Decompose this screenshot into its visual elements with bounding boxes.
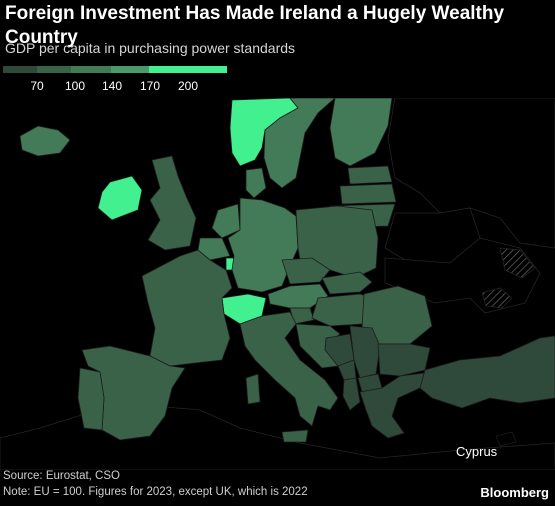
legend-swatch: [111, 66, 149, 73]
legend-tick: 70: [30, 79, 44, 93]
country-turkey: [419, 335, 555, 409]
source-note: Source: Eurostat, CSO: [3, 470, 120, 482]
country-czechia: [281, 257, 331, 285]
cyprus-label: Cyprus: [456, 444, 498, 459]
country-portugal: [77, 367, 105, 431]
country-ireland: [97, 175, 143, 221]
crimea-hatched: [481, 287, 513, 309]
country-greece: [359, 372, 426, 439]
country-denmark: [245, 167, 267, 199]
country-italy: [239, 311, 339, 427]
legend-tick: 100: [64, 79, 86, 93]
country-bulgaria: [377, 343, 431, 377]
country-cyprus: [495, 431, 517, 447]
country-finland: [329, 98, 393, 167]
country-poland: [295, 205, 379, 279]
legend-swatch: [149, 66, 227, 73]
country-latvia: [339, 183, 397, 205]
color-legend: [3, 66, 227, 73]
donbas-hatched: [499, 247, 536, 279]
legend-swatch: [37, 66, 71, 73]
country-estonia: [347, 165, 393, 185]
footnote: Note: EU = 100. Figures for 2023, except…: [3, 486, 308, 498]
country-albania: [342, 377, 361, 411]
country-slovakia: [321, 271, 373, 295]
country-germany: [227, 197, 299, 293]
legend-tick: 140: [101, 79, 123, 93]
legend-swatch: [71, 66, 111, 73]
europe-map: Cyprus: [0, 98, 555, 470]
legend-swatch: [3, 66, 37, 73]
legend-tick: 200: [177, 79, 199, 93]
country-iceland: [19, 125, 71, 157]
country-belgium: [197, 237, 231, 261]
chart-subtitle: GDP per capita in purchasing power stand…: [5, 40, 296, 56]
bloomberg-logo: Bloomberg: [480, 485, 549, 500]
legend-labels: 70 100 140 170 200: [0, 79, 260, 95]
country-italy-sicily: [281, 429, 309, 443]
country-uk: [147, 155, 197, 251]
country-france: [141, 249, 233, 367]
country-netherlands: [211, 203, 241, 239]
country-italy-sardinia: [245, 373, 261, 405]
country-sweden: [263, 98, 336, 189]
legend-tick: 170: [139, 79, 161, 93]
chart-title: Foreign Investment Has Made Ireland a Hu…: [5, 3, 505, 48]
